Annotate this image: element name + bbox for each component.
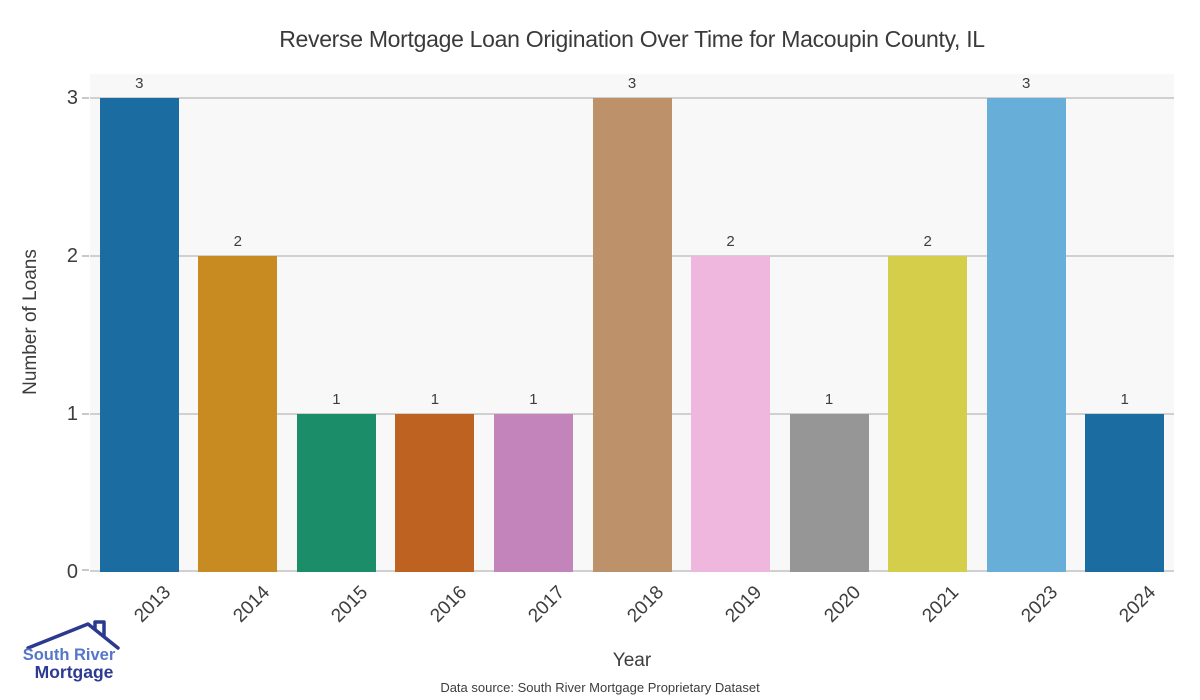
bar-value-label-2024: 1 — [1120, 391, 1129, 408]
plot-area: 3 2 1 1 1 3 2 1 2 3 1 — [90, 74, 1174, 572]
x-tick-label-2017: 2017 — [524, 582, 570, 627]
x-tick-label-2021: 2021 — [918, 582, 964, 627]
bar-2018 — [592, 98, 672, 572]
bar-2024 — [1085, 414, 1165, 572]
bar-2013 — [99, 98, 179, 572]
bar-value-label-2017: 1 — [529, 391, 538, 408]
bar-2019 — [691, 256, 771, 572]
y-axis-title: Number of Loans — [20, 249, 41, 395]
y-tick-mark-0 — [82, 569, 89, 571]
y-tick-label-2: 2 — [66, 245, 78, 267]
y-tick-label-1: 1 — [66, 403, 78, 425]
bar-value-label-2021: 2 — [923, 233, 932, 250]
y-tick-mark-2 — [82, 255, 89, 257]
x-tick-label-2015: 2015 — [327, 582, 373, 627]
y-tick-label-3: 3 — [66, 87, 78, 109]
x-tick-label-2014: 2014 — [228, 582, 274, 627]
x-tick-label-2016: 2016 — [426, 582, 471, 627]
x-tick-label-2018: 2018 — [623, 582, 668, 627]
y-tick-label-0: 0 — [66, 561, 78, 583]
bar-2023 — [986, 98, 1066, 572]
y-tick-mark-3 — [82, 97, 89, 99]
bar-value-label-2018: 3 — [627, 75, 637, 92]
bar-value-label-2023: 3 — [1022, 75, 1031, 92]
bar-2014 — [198, 256, 278, 572]
bar-2016 — [395, 414, 475, 572]
bar-value-label-2019: 2 — [726, 233, 735, 250]
bar-value-label-2013: 3 — [135, 75, 144, 92]
bar-value-label-2020: 1 — [824, 391, 834, 408]
bar-2015 — [296, 414, 376, 572]
bar-2017 — [493, 414, 573, 572]
bar-2021 — [888, 256, 968, 572]
x-axis-title: Year — [612, 650, 652, 671]
x-tick-label-2024: 2024 — [1115, 582, 1161, 627]
bar-value-label-2016: 1 — [430, 391, 440, 408]
x-tick-label-2023: 2023 — [1017, 582, 1063, 627]
house-roof-icon — [26, 620, 120, 650]
logo-text-south-river: South River — [23, 646, 116, 664]
x-tick-label-2020: 2020 — [820, 582, 865, 627]
data-source-caption: Data source: South River Mortgage Propri… — [440, 680, 760, 695]
chart-title: Reverse Mortgage Loan Origination Over T… — [279, 26, 985, 52]
bar-2020 — [789, 414, 869, 572]
bar-value-label-2014: 2 — [233, 233, 242, 250]
south-river-mortgage-logo: South River Mortgage — [23, 620, 120, 682]
logo-text-mortgage: Mortgage — [35, 662, 114, 682]
bar-value-label-2015: 1 — [332, 391, 341, 408]
x-tick-label-2019: 2019 — [721, 582, 767, 627]
y-tick-mark-1 — [82, 413, 89, 415]
